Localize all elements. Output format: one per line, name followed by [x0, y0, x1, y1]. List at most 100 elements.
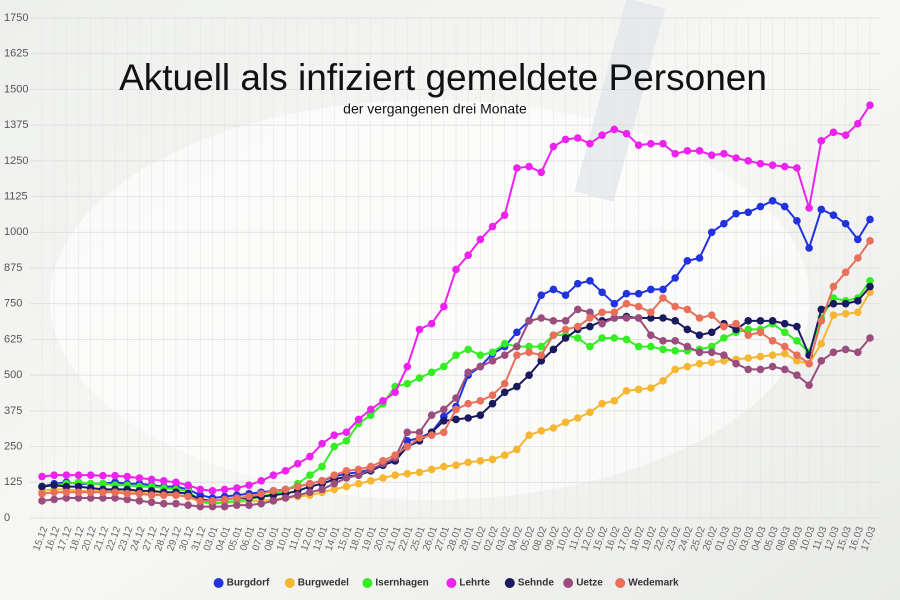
- data-point: [537, 168, 546, 177]
- data-point: [671, 347, 679, 355]
- data-point: [330, 442, 339, 451]
- data-point: [440, 362, 448, 371]
- data-point: [452, 405, 460, 414]
- data-point: [756, 202, 765, 211]
- data-point: [379, 474, 387, 482]
- data-point: [573, 134, 582, 142]
- data-point: [403, 437, 412, 445]
- data-point: [147, 491, 156, 499]
- data-point: [391, 388, 399, 397]
- data-point: [269, 497, 278, 505]
- data-point: [50, 495, 58, 504]
- data-point: [866, 215, 874, 224]
- data-point: [841, 345, 850, 354]
- data-point: [634, 342, 643, 351]
- data-point: [756, 352, 765, 361]
- data-point: [220, 495, 229, 504]
- data-point: [452, 415, 460, 424]
- data-point: [634, 314, 643, 322]
- data-point: [513, 351, 521, 359]
- data-point: [707, 348, 716, 357]
- data-point: [659, 345, 667, 354]
- data-point: [440, 462, 448, 471]
- data-point: [561, 291, 570, 299]
- data-point: [269, 471, 278, 479]
- data-point: [38, 489, 46, 498]
- data-point: [549, 424, 558, 432]
- data-point: [354, 465, 363, 474]
- data-point: [744, 157, 753, 165]
- data-point: [318, 462, 326, 471]
- data-point: [549, 317, 558, 325]
- data-point: [744, 354, 753, 362]
- data-point: [841, 309, 850, 318]
- data-point: [622, 299, 631, 308]
- data-point: [111, 471, 119, 480]
- data-point: [86, 494, 95, 502]
- data-point: [233, 501, 241, 509]
- data-point: [866, 237, 874, 245]
- data-point: [732, 154, 740, 162]
- data-point: [671, 149, 679, 158]
- data-point: [452, 265, 460, 274]
- data-point: [172, 478, 180, 487]
- chart-title: Aktuell als infiziert gemeldete Personen: [119, 57, 767, 98]
- data-point: [695, 359, 704, 368]
- data-point: [427, 411, 436, 419]
- data-point: [854, 119, 862, 128]
- data-point: [671, 317, 679, 325]
- data-point: [172, 499, 180, 508]
- data-point: [488, 348, 497, 357]
- data-point: [525, 431, 533, 439]
- legend-label: Wedemark: [628, 578, 679, 589]
- data-point: [561, 317, 570, 325]
- data-point: [537, 342, 546, 351]
- data-point: [549, 331, 558, 339]
- legend-marker: [563, 578, 574, 588]
- data-point: [817, 317, 826, 325]
- data-point: [184, 501, 192, 509]
- data-point: [500, 339, 509, 348]
- data-point: [707, 151, 716, 159]
- data-point: [659, 294, 667, 302]
- data-point: [647, 285, 655, 294]
- data-point: [780, 365, 789, 374]
- data-point: [647, 342, 655, 351]
- data-point: [683, 342, 692, 351]
- data-point: [245, 481, 253, 489]
- data-point: [111, 488, 119, 497]
- data-point: [476, 351, 485, 359]
- data-point: [525, 317, 533, 325]
- data-point: [659, 377, 667, 385]
- y-tick-label: 1250: [4, 155, 28, 167]
- data-point: [659, 337, 667, 345]
- data-point: [829, 211, 838, 219]
- data-point: [159, 477, 168, 485]
- data-point: [172, 491, 180, 499]
- data-point: [342, 482, 351, 491]
- data-point: [306, 452, 314, 461]
- data-point: [744, 317, 753, 325]
- data-point: [184, 481, 192, 489]
- data-point: [488, 391, 497, 399]
- data-point: [99, 488, 107, 497]
- data-point: [281, 467, 290, 475]
- data-point: [854, 297, 862, 305]
- data-point: [220, 502, 229, 511]
- data-point: [768, 317, 777, 325]
- data-point: [391, 451, 399, 459]
- data-point: [732, 325, 740, 334]
- data-point: [330, 485, 339, 494]
- data-point: [488, 222, 497, 231]
- y-tick-label: 750: [4, 298, 22, 310]
- data-point: [99, 471, 107, 480]
- data-point: [318, 477, 326, 485]
- data-point: [415, 325, 424, 334]
- data-point: [707, 311, 716, 319]
- data-point: [135, 474, 144, 482]
- data-point: [854, 254, 862, 262]
- data-point: [610, 314, 619, 322]
- data-point: [476, 411, 485, 419]
- data-point: [573, 305, 582, 314]
- data-point: [768, 337, 777, 345]
